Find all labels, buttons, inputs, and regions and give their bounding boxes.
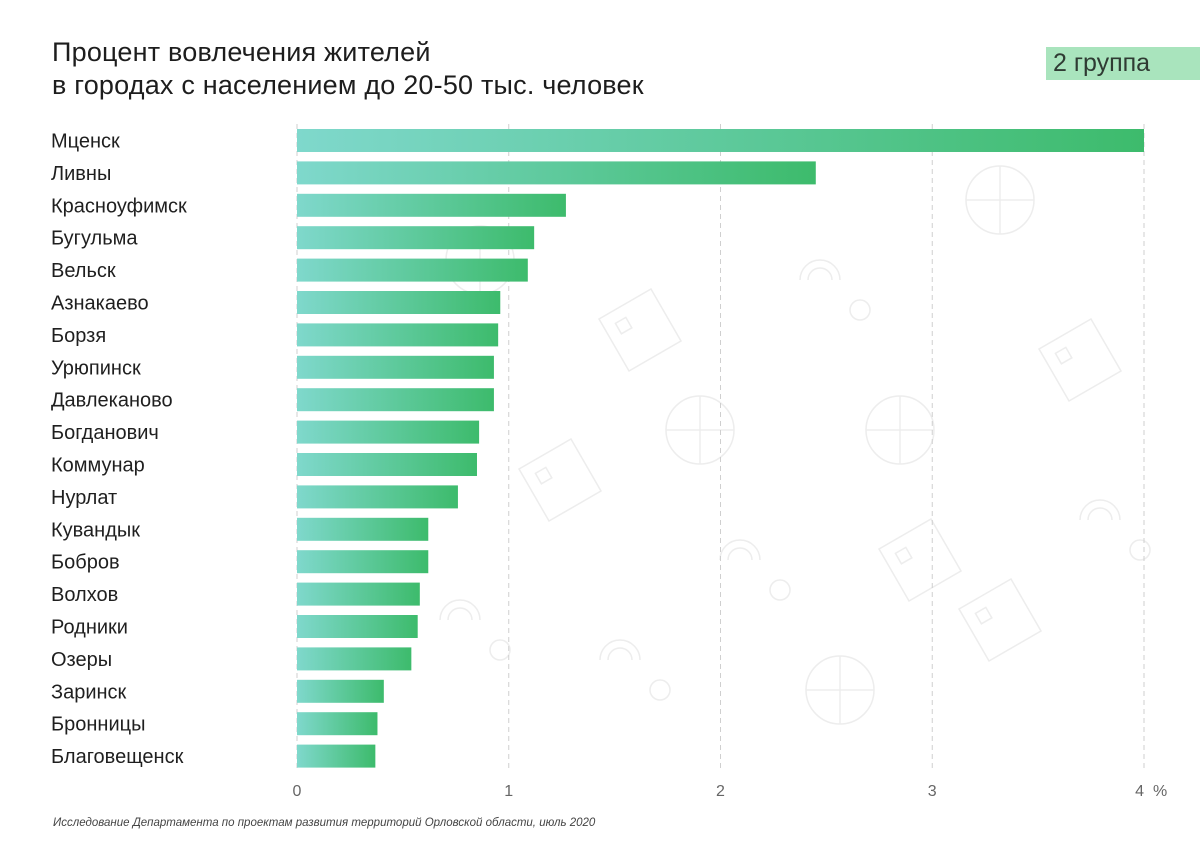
wifi-doodle: [1079, 499, 1121, 521]
window-doodle: [534, 466, 553, 485]
window-doodle: [1054, 346, 1073, 365]
bar: [297, 226, 535, 250]
category-label: Благовещенск: [51, 746, 184, 768]
x-tick-label: 0: [293, 783, 302, 800]
wifi-doodle: [439, 599, 481, 621]
ball-doodle: [1129, 539, 1151, 561]
category-label: Ливны: [51, 163, 111, 185]
wifi-doodle: [799, 259, 841, 281]
chart-title: Процент вовлечения жителей в городах с н…: [52, 36, 644, 102]
bar: [297, 744, 376, 768]
category-label: Бронницы: [51, 714, 145, 736]
bar: [297, 161, 816, 185]
building-doodle: [957, 577, 1043, 663]
group-badge: 2 группа: [1046, 47, 1200, 80]
wheel-doodle: [665, 395, 735, 465]
bar: [297, 129, 1144, 152]
window-doodle: [614, 316, 633, 335]
wheel-doodle: [965, 165, 1035, 235]
bar: [297, 712, 378, 736]
wifi-doodle: [599, 639, 641, 661]
source-note: Исследование Департамента по проектам ра…: [53, 817, 596, 829]
category-label: Бугульма: [51, 228, 138, 250]
bar: [297, 193, 566, 217]
title-line-1: Процент вовлечения жителей: [52, 37, 431, 67]
wifi-doodle: [719, 539, 761, 561]
ball-doodle: [769, 579, 791, 601]
category-label: Заринск: [51, 681, 127, 703]
window-doodle: [894, 546, 913, 565]
bar: [297, 355, 494, 379]
category-label: Озеры: [51, 649, 112, 671]
bar: [297, 485, 458, 509]
category-label: Мценск: [51, 131, 120, 153]
bar: [297, 615, 418, 638]
category-label: Родники: [51, 617, 128, 639]
category-label: Кувандык: [51, 519, 140, 541]
building-doodle: [517, 437, 603, 523]
category-label: Коммунар: [51, 455, 145, 477]
x-tick-label: 4: [1135, 783, 1144, 800]
building-doodle: [877, 517, 963, 603]
category-label: Бобров: [51, 552, 120, 574]
bar: [297, 291, 501, 314]
x-unit-label: %: [1153, 783, 1167, 800]
category-label: Богданович: [51, 422, 159, 444]
category-label: Красноуфимск: [51, 195, 187, 217]
bar: [297, 323, 499, 347]
bar: [297, 388, 494, 412]
bar-chart: Мценск Ливны Красноуфимск Бугульма Вельск Азн…: [51, 124, 1167, 800]
bar: [297, 647, 412, 671]
category-label: Урюпинск: [51, 357, 141, 379]
category-label: Вельск: [51, 260, 116, 282]
ball-doodle: [489, 639, 511, 661]
bar: [297, 517, 429, 541]
building-doodle: [1037, 317, 1123, 403]
bar: [297, 420, 480, 444]
category-label: Азнакаево: [51, 293, 149, 315]
bar: [297, 582, 420, 606]
building-doodle: [597, 287, 683, 373]
ball-doodle: [849, 299, 871, 321]
bar: [297, 679, 384, 703]
background-illustration: [439, 165, 1151, 725]
category-label: Нурлат: [51, 487, 117, 509]
x-tick-label: 2: [716, 783, 725, 800]
category-label: Волхов: [51, 584, 118, 606]
category-label: Давлеканово: [51, 390, 173, 412]
title-line-2: в городах с населением до 20-50 тыс. чел…: [52, 70, 644, 100]
bar: [297, 550, 429, 574]
wheel-doodle: [865, 395, 935, 465]
bar: [297, 258, 528, 282]
category-label: Борзя: [51, 325, 106, 347]
ball-doodle: [649, 679, 671, 701]
x-tick-label: 1: [504, 783, 513, 800]
bar: [297, 453, 477, 476]
window-doodle: [974, 606, 993, 625]
x-tick-label: 3: [928, 783, 937, 800]
wheel-doodle: [805, 655, 875, 725]
